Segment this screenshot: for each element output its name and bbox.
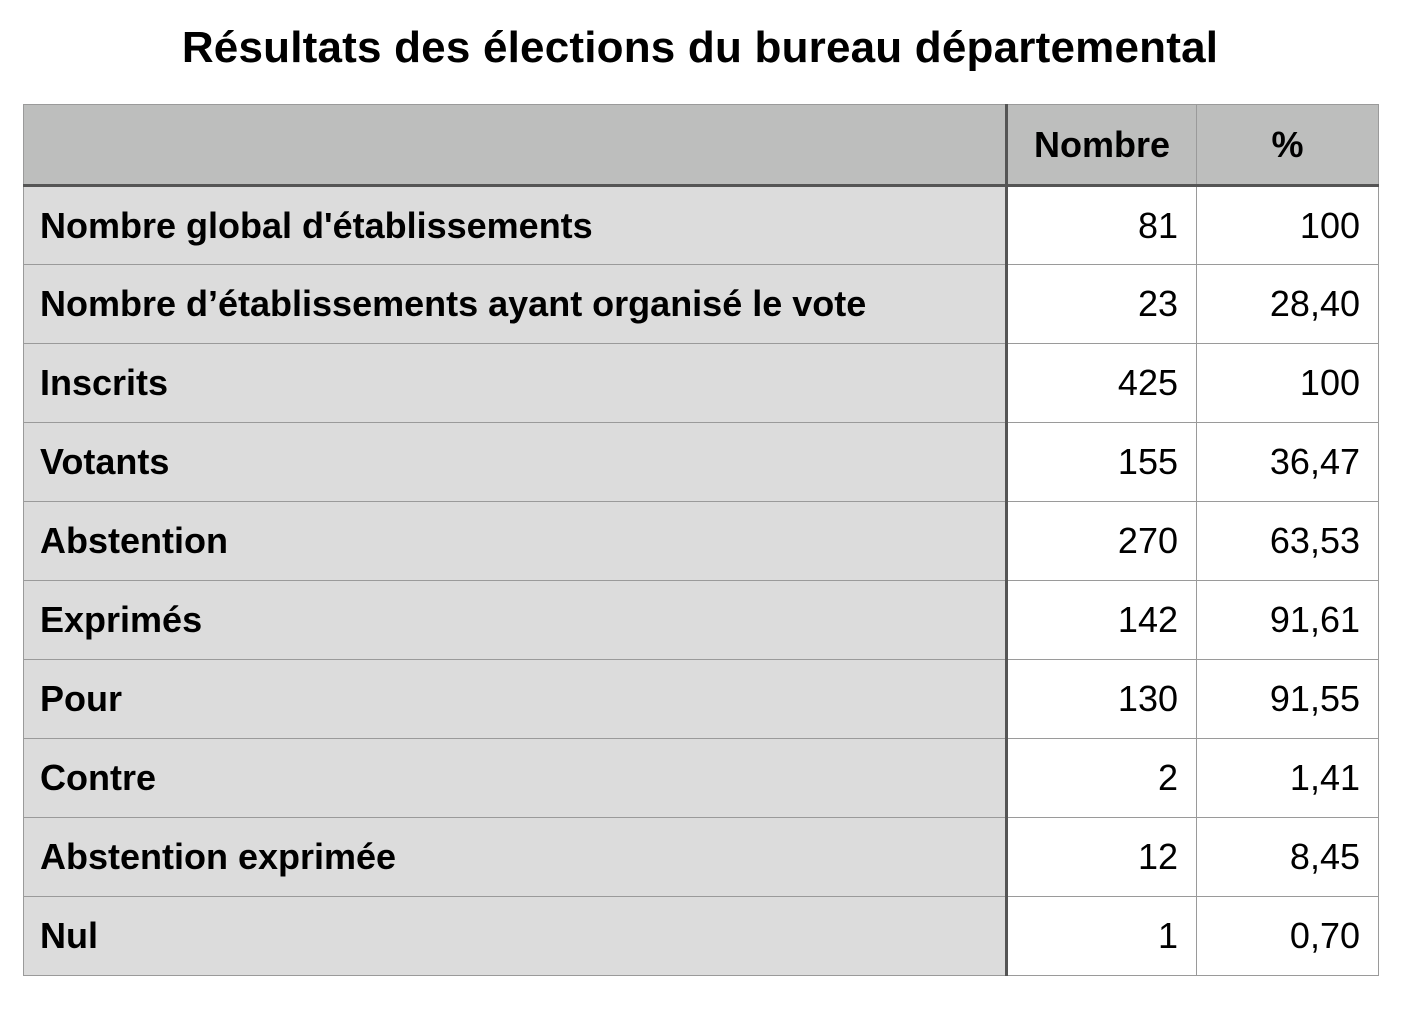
- table-row: Abstention exprimée 12 8,45: [23, 817, 1379, 897]
- row-number: 1: [1006, 896, 1197, 976]
- row-percent: 1,41: [1196, 738, 1379, 818]
- row-percent: 100: [1196, 185, 1379, 265]
- table-header: Nombre %: [23, 104, 1379, 187]
- row-percent: 91,55: [1196, 659, 1379, 739]
- row-percent: 63,53: [1196, 501, 1379, 581]
- row-percent: 8,45: [1196, 817, 1379, 897]
- header-label-column: [23, 104, 1008, 187]
- table-body: Nombre global d'établissements 81 100 No…: [23, 185, 1379, 976]
- header-number-column: Nombre: [1006, 104, 1197, 187]
- row-label: Pour: [23, 659, 1008, 739]
- row-percent: 0,70: [1196, 896, 1379, 976]
- table-row: Abstention 270 63,53: [23, 501, 1379, 581]
- row-label: Nul: [23, 896, 1008, 976]
- table-row: Exprimés 142 91,61: [23, 580, 1379, 660]
- table-row: Nombre d’établissements ayant organisé l…: [23, 264, 1379, 344]
- row-percent: 28,40: [1196, 264, 1379, 344]
- row-number: 2: [1006, 738, 1197, 818]
- table-row: Nul 1 0,70: [23, 896, 1379, 976]
- header-row: Nombre %: [23, 104, 1379, 187]
- row-number: 23: [1006, 264, 1197, 344]
- table-row: Nombre global d'établissements 81 100: [23, 185, 1379, 265]
- row-label: Inscrits: [23, 343, 1008, 423]
- row-label: Abstention exprimée: [23, 817, 1008, 897]
- page-title: Résultats des élections du bureau départ…: [181, 23, 1219, 72]
- row-label: Votants: [23, 422, 1008, 502]
- row-label: Nombre d’établissements ayant organisé l…: [23, 264, 1008, 344]
- row-number: 155: [1006, 422, 1197, 502]
- row-percent: 100: [1196, 343, 1379, 423]
- row-percent: 91,61: [1196, 580, 1379, 660]
- row-number: 130: [1006, 659, 1197, 739]
- table-row: Inscrits 425 100: [23, 343, 1379, 423]
- row-number: 270: [1006, 501, 1197, 581]
- table-row: Votants 155 36,47: [23, 422, 1379, 502]
- results-table: Nombre % Nombre global d'établissements …: [23, 104, 1379, 976]
- row-number: 142: [1006, 580, 1197, 660]
- header-percent-column: %: [1196, 104, 1379, 187]
- row-label: Nombre global d'établissements: [23, 185, 1008, 265]
- row-label: Exprimés: [23, 580, 1008, 660]
- row-label: Contre: [23, 738, 1008, 818]
- row-percent: 36,47: [1196, 422, 1379, 502]
- row-label: Abstention: [23, 501, 1008, 581]
- table-row: Contre 2 1,41: [23, 738, 1379, 818]
- row-number: 425: [1006, 343, 1197, 423]
- row-number: 81: [1006, 185, 1197, 265]
- table-row: Pour 130 91,55: [23, 659, 1379, 739]
- row-number: 12: [1006, 817, 1197, 897]
